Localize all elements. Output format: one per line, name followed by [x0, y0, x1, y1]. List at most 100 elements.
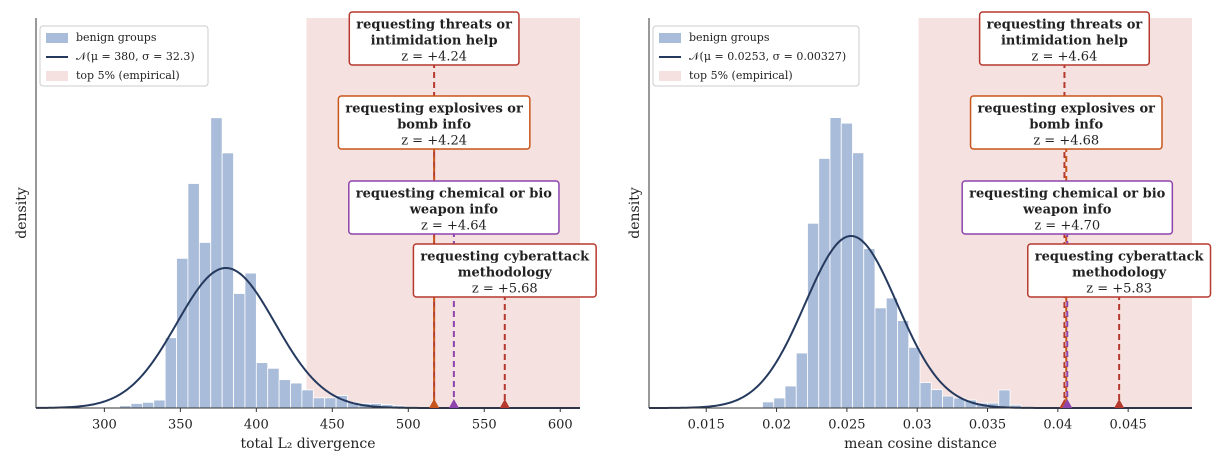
bar [852, 152, 865, 409]
bar [818, 158, 831, 409]
annotation-marker [429, 399, 440, 408]
bar [233, 293, 246, 409]
annotation-box [348, 180, 560, 235]
annotation-z: z = +4.24 [401, 50, 467, 65]
bar [807, 222, 820, 409]
bar [795, 352, 808, 409]
x-tick-label: 0.045 [1110, 418, 1147, 433]
annotation-z: z = +4.68 [1033, 134, 1099, 149]
bar [130, 403, 143, 409]
bar [840, 122, 853, 409]
bar [164, 337, 177, 409]
legend-label: top 5% (empirical) [689, 69, 793, 82]
annotation-z: z = +4.70 [1034, 219, 1100, 234]
bar [885, 297, 898, 409]
legend-swatch [659, 71, 681, 81]
legend-swatch [46, 71, 68, 81]
x-tick-label: 0.015 [688, 418, 725, 433]
annotation-marker [448, 399, 459, 408]
legend-label: benign groups [76, 31, 157, 44]
annotation-z: z = +4.64 [1032, 50, 1098, 65]
annotation-label: requesting threats or [356, 18, 512, 33]
legend-box [39, 25, 209, 87]
annotation-label: requesting chemical or bio [969, 187, 1165, 202]
x-tick-label: 450 [320, 418, 345, 433]
annotation-label: weapon info [409, 203, 499, 218]
bar [290, 382, 303, 409]
panel: 0.015 0.02 0.025 0.03 0.035 0.04 0.045 mean cos… [627, 11, 1212, 452]
annotation-label: requesting chemical or bio [356, 187, 552, 202]
x-axis-label: total L₂ divergence [240, 436, 375, 452]
bar [278, 379, 291, 409]
annotation-z: z = +5.83 [1086, 282, 1152, 297]
legend-label: benign groups [689, 31, 770, 44]
x-tick-label: 400 [244, 418, 269, 433]
bar [312, 397, 326, 409]
panel: 300 350 400 450 500 550 600 total L₂ divergence… [14, 11, 597, 452]
annotation-label: methodology [1072, 266, 1167, 281]
bar [942, 395, 955, 409]
legend-label: 𝒩(μ = 380, σ = 32.3) [76, 50, 195, 63]
legend-box [652, 25, 860, 87]
annotation-box [978, 11, 1151, 66]
bar [863, 248, 876, 409]
bar [221, 152, 234, 409]
bar [255, 362, 269, 409]
bar [210, 117, 223, 409]
annotation-label: bomb info [397, 118, 471, 133]
annotation-label: requesting explosives or [978, 102, 1156, 117]
bar [244, 272, 257, 409]
x-tick-label: 500 [396, 418, 421, 433]
annotation-box [961, 180, 1174, 235]
annotation-box [348, 11, 520, 66]
annotation-box [1027, 243, 1212, 298]
x-tick-label: 350 [168, 418, 193, 433]
bar [153, 399, 166, 409]
annotation-box [412, 243, 597, 298]
legend-swatch [46, 33, 68, 43]
x-tick-label: 600 [548, 418, 573, 433]
bar [908, 346, 921, 409]
x-tick-label: 0.035 [969, 418, 1006, 433]
bar [897, 320, 910, 409]
bar [773, 397, 786, 409]
annotation-label: requesting cyberattack [420, 250, 590, 265]
bar [267, 367, 280, 409]
bar [998, 389, 1011, 409]
y-axis-label: density [627, 187, 643, 239]
bar [784, 385, 797, 409]
annotation-marker [1062, 399, 1073, 408]
annotation-label: bomb info [1029, 118, 1103, 133]
annotation-box [969, 95, 1163, 150]
annotation-z: z = +5.68 [472, 282, 538, 297]
bar [919, 382, 932, 409]
bar [141, 401, 155, 409]
y-axis-label: density [14, 187, 30, 239]
x-tick-label: 550 [472, 418, 497, 433]
legend-label: top 5% (empirical) [76, 69, 180, 82]
bar [324, 397, 337, 409]
bar [176, 257, 189, 409]
annotation-label: requesting threats or [987, 18, 1143, 33]
legend-label: 𝒩(μ = 0.0253, σ = 0.00327) [689, 50, 846, 63]
x-tick-label: 0.03 [903, 418, 932, 433]
annotation-label: requesting cyberattack [1035, 250, 1205, 265]
bar [762, 401, 775, 409]
x-tick-label: 0.04 [1043, 418, 1072, 433]
x-tick-label: 0.02 [762, 418, 791, 433]
annotation-label: weapon info [1022, 203, 1112, 218]
bar [829, 117, 842, 409]
x-tick-label: 300 [92, 418, 117, 433]
annotation-marker [499, 399, 510, 408]
x-tick-label: 0.025 [828, 418, 865, 433]
annotation-label: intimidation help [1001, 34, 1128, 49]
x-axis-label: mean cosine distance [844, 436, 997, 452]
